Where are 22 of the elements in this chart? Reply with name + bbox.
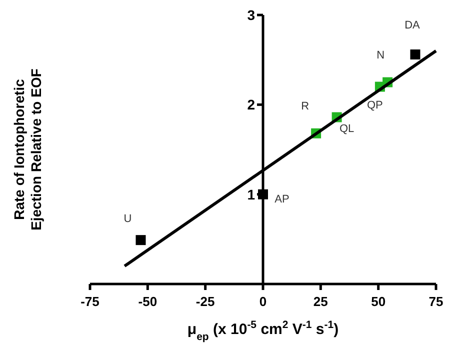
annotation: U <box>124 213 132 226</box>
y-tick-label: 1 <box>247 186 256 202</box>
x-tick-label: -25 <box>196 294 215 309</box>
annotation: DA <box>404 19 421 32</box>
annotation: QP <box>366 100 383 112</box>
text: μ$_{ep}$ (x 10$^{-5}$ cm$^{2}$ V$^{-1}$ s$^{-1}$) <box>187 319 339 343</box>
x-tick-label: -75 <box>80 294 100 309</box>
x-tick-label: 50 <box>371 294 386 309</box>
x-tick-label: -50 <box>138 294 158 309</box>
x-tick-label: 0 <box>259 294 267 309</box>
annotation: R <box>301 100 310 112</box>
annotation: N <box>376 49 385 62</box>
point <box>410 49 420 60</box>
point <box>258 189 268 200</box>
annotation: QL <box>339 123 354 136</box>
y-axis-title: Rate of Iontophoretic Ejection Relative to EOF <box>11 68 44 230</box>
point <box>136 235 146 246</box>
x-tick-label: 25 <box>313 294 328 309</box>
y-tick-label: 3 <box>247 7 256 23</box>
y-tick-label: 2 <box>247 96 256 113</box>
x-tick-label: 75 <box>428 294 444 309</box>
annotation: AP <box>274 193 290 206</box>
